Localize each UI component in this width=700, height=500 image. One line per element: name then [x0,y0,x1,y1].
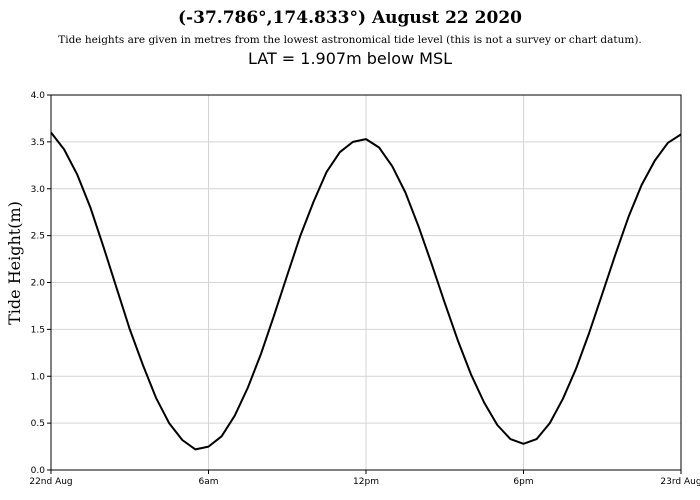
y-tick-label: 3.5 [31,138,45,148]
y-tick-label: 4.0 [31,91,46,101]
x-axis-ticks: 22nd Aug 6am 12pm 6pm 23rd Aug [29,470,700,487]
grid [51,94,681,471]
y-tick-label: 1.0 [31,372,46,382]
x-tick-label: 23rd Aug [660,477,700,487]
y-tick-label: 3.0 [31,185,46,195]
y-tick-label: 0.5 [31,419,45,429]
chart-subtitle: Tide heights are given in metres from th… [58,34,642,46]
lat-note: LAT = 1.907m below MSL [247,49,453,68]
y-tick-label: 0.0 [31,466,46,476]
x-tick-label: 12pm [353,477,379,487]
y-axis-ticks: 0.0 0.5 1.0 1.5 2.0 2.5 3.0 3.5 4.0 [31,91,51,476]
x-tick-label: 6am [198,477,218,487]
x-tick-label: 22nd Aug [29,477,72,487]
y-tick-label: 2.5 [31,232,45,242]
tide-height-line [50,131,682,451]
y-tick-label: 2.0 [31,279,46,289]
y-axis-label: Tide Height(m) [5,201,24,325]
x-tick-label: 6pm [513,477,533,487]
series-group [50,131,682,451]
chart-title: (-37.786°,174.833°) August 22 2020 [178,8,522,28]
y-tick-label: 1.5 [31,325,45,335]
